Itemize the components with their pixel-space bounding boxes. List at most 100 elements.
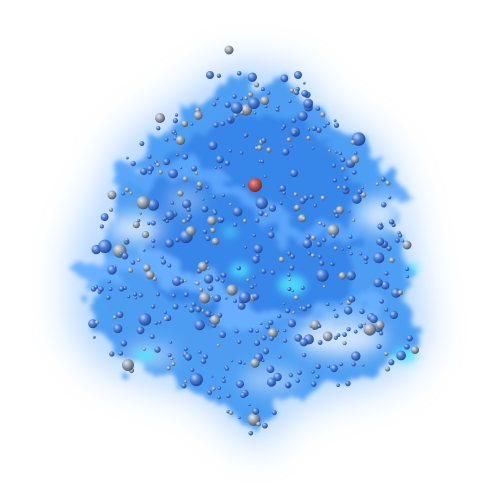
halo-sphere: [331, 233, 336, 239]
halo-sphere: [190, 122, 194, 126]
halo-sphere: [303, 195, 309, 201]
halo-sphere: [388, 219, 395, 225]
halo-sphere: [302, 352, 307, 358]
halo-sphere: [138, 313, 152, 326]
halo-sphere: [270, 270, 276, 275]
halo-sphere: [282, 191, 286, 195]
halo-sphere: [170, 357, 174, 361]
halo-sphere: [293, 192, 298, 197]
halo-sphere: [276, 329, 280, 333]
halo-sphere: [239, 150, 244, 155]
halo-sphere: [204, 310, 212, 318]
halo-sphere: [384, 366, 391, 372]
halo-sphere: [109, 351, 115, 357]
halo-sphere: [267, 231, 275, 239]
halo-sphere: [195, 281, 200, 286]
halo-sphere: [113, 265, 117, 269]
halo-sphere: [214, 166, 218, 170]
halo-sphere: [255, 196, 268, 210]
halo-sphere: [127, 294, 131, 299]
halo-sphere: [284, 307, 291, 314]
halo-sphere: [194, 171, 199, 175]
halo-sphere: [221, 272, 227, 278]
halo-sphere: [252, 233, 256, 238]
halo-sphere: [202, 354, 208, 360]
halo-sphere: [391, 288, 401, 298]
halo-sphere: [132, 221, 140, 229]
halo-sphere: [208, 141, 218, 150]
halo-sphere: [136, 326, 145, 335]
halo-sphere: [325, 302, 330, 307]
halo-sphere: [199, 287, 204, 292]
halo-sphere: [300, 285, 305, 290]
halo-sphere: [194, 319, 205, 331]
halo-sphere: [215, 155, 224, 164]
halo-sphere: [142, 347, 146, 351]
halo-sphere: [359, 252, 363, 256]
halo-sphere: [200, 358, 207, 364]
halo-sphere: [278, 256, 285, 263]
halo-sphere: [164, 137, 169, 142]
halo-sphere: [256, 145, 263, 151]
halo-sphere: [191, 301, 197, 307]
halo-sphere: [334, 313, 339, 319]
halo-sphere: [237, 301, 246, 310]
halo-sphere: [264, 212, 269, 217]
halo-sphere: [168, 168, 178, 179]
halo-sphere: [359, 308, 365, 315]
halo-sphere: [333, 335, 338, 340]
halo-sphere: [348, 234, 353, 239]
halo-sphere: [340, 166, 345, 171]
halo-sphere: [252, 275, 256, 279]
halo-sphere: [201, 205, 209, 213]
halo-sphere: [207, 390, 212, 395]
halo-sphere: [270, 227, 274, 231]
halo-sphere: [286, 272, 291, 277]
halo-sphere: [375, 320, 385, 330]
halo-sphere: [283, 329, 287, 333]
halo-sphere: [315, 363, 321, 370]
halo-sphere: [211, 386, 216, 391]
halo-sphere: [150, 304, 156, 309]
halo-sphere: [107, 190, 117, 200]
halo-sphere: [232, 206, 243, 217]
halo-sphere: [319, 260, 325, 266]
halo-sphere: [336, 206, 344, 214]
halo-sphere: [286, 251, 292, 256]
halo-sphere: [140, 167, 148, 176]
halo-sphere: [155, 162, 160, 167]
halo-sphere: [317, 340, 323, 345]
halo-sphere: [237, 339, 242, 344]
halo-sphere: [268, 204, 277, 212]
halo-sphere: [160, 255, 164, 259]
halo-sphere: [376, 344, 382, 350]
halo-sphere: [280, 74, 289, 83]
halo-sphere: [388, 195, 392, 199]
halo-sphere: [232, 298, 238, 303]
halo-sphere: [204, 260, 209, 264]
halo-sphere: [171, 362, 176, 366]
halo-sphere: [185, 217, 191, 222]
halo-sphere: [381, 281, 390, 290]
halo-sphere: [351, 194, 362, 204]
halo-sphere: [171, 276, 182, 286]
halo-sphere: [230, 101, 243, 114]
halo-sphere: [139, 212, 142, 215]
halo-sphere: [259, 322, 263, 325]
halo-sphere: [196, 181, 203, 188]
halo-sphere: [288, 278, 291, 281]
halo-sphere: [242, 184, 246, 188]
halo-sphere: [113, 324, 123, 334]
halo-sphere: [348, 210, 351, 213]
halo-sphere: [353, 329, 358, 334]
halo-sphere: [266, 377, 277, 387]
halo-sphere: [394, 237, 400, 243]
halo-sphere: [154, 346, 161, 353]
halo-sphere: [181, 383, 187, 389]
halo-sphere: [339, 301, 343, 305]
halo-sphere: [134, 296, 138, 300]
halo-sphere: [248, 97, 260, 109]
halo-sphere: [322, 124, 327, 128]
halo-sphere: [108, 287, 113, 291]
halo-sphere: [226, 393, 231, 399]
